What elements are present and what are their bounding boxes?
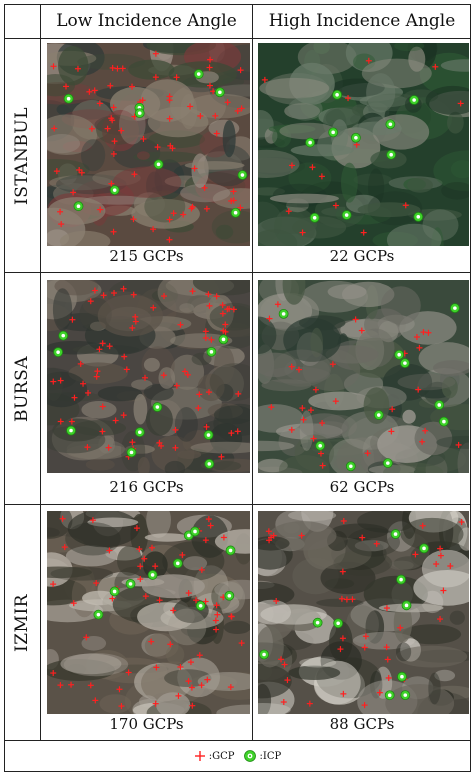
legend-gcp-label: :GCP: [208, 750, 235, 762]
green-ring-icon: [243, 750, 256, 762]
legend: :GCP :ICP: [4, 740, 471, 772]
caption-bursa-high: 62 GCPs: [329, 478, 395, 496]
legend-icp-label: :ICP: [259, 750, 282, 762]
caption-istanbul-low: 215 GCPs: [109, 247, 184, 265]
row-label-istanbul: ISTANBUL: [12, 106, 32, 205]
image-istanbul-low: [47, 43, 250, 246]
image-bursa-low: [47, 280, 250, 473]
grid-line: [40, 4, 41, 740]
column-header-high: High Incidence Angle: [268, 11, 456, 31]
row-label-bursa: BURSA: [12, 355, 33, 422]
image-istanbul-high: [258, 43, 469, 246]
grid-line: [4, 740, 471, 741]
caption-izmir-low: 170 GCPs: [109, 715, 184, 733]
figure-frame: [4, 4, 471, 772]
caption-istanbul-high: 22 GCPs: [329, 247, 395, 265]
grid-line: [4, 272, 471, 273]
legend-gcp: :GCP: [194, 750, 235, 762]
column-header-low: Low Incidence Angle: [56, 11, 237, 31]
caption-bursa-low: 216 GCPs: [109, 478, 184, 496]
caption-izmir-high: 88 GCPs: [329, 715, 395, 733]
grid-line: [4, 38, 471, 39]
grid-line: [252, 4, 253, 740]
legend-icp: :ICP: [243, 749, 282, 763]
image-izmir-high: [258, 511, 469, 714]
grid-line: [4, 504, 471, 505]
image-bursa-high: [258, 280, 469, 473]
image-izmir-low: [47, 511, 250, 714]
red-plus-icon: [194, 751, 205, 761]
row-label-izmir: IZMIR: [12, 593, 33, 652]
